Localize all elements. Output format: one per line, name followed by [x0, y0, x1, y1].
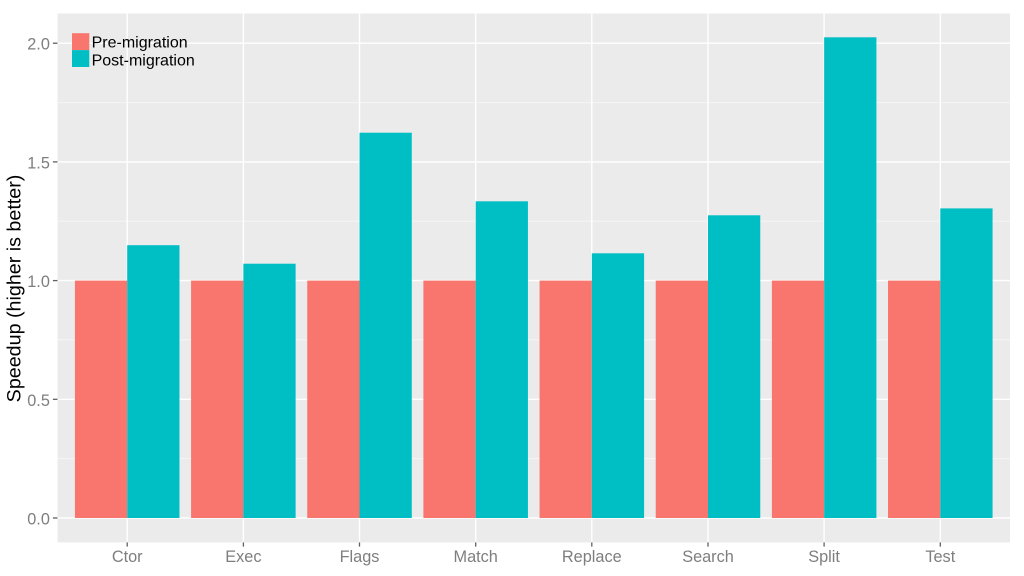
svg-text:1.0: 1.0 [27, 273, 50, 291]
svg-text:0.0: 0.0 [27, 511, 50, 529]
svg-text:Split: Split [808, 548, 840, 566]
svg-text:1.5: 1.5 [27, 154, 50, 172]
svg-text:Search: Search [682, 548, 734, 566]
svg-text:Speedup (higher is better): Speedup (higher is better) [4, 175, 26, 403]
svg-text:2.0: 2.0 [27, 36, 50, 54]
svg-text:Flags: Flags [340, 548, 380, 566]
svg-text:Ctor: Ctor [112, 548, 143, 566]
svg-text:Replace: Replace [562, 548, 622, 566]
svg-text:Exec: Exec [225, 548, 261, 566]
svg-text:Post-migration: Post-migration [92, 53, 195, 70]
svg-text:Test: Test [925, 548, 955, 566]
svg-text:Match: Match [454, 548, 498, 566]
svg-text:0.5: 0.5 [27, 392, 50, 410]
svg-text:Pre-migration: Pre-migration [92, 35, 188, 52]
